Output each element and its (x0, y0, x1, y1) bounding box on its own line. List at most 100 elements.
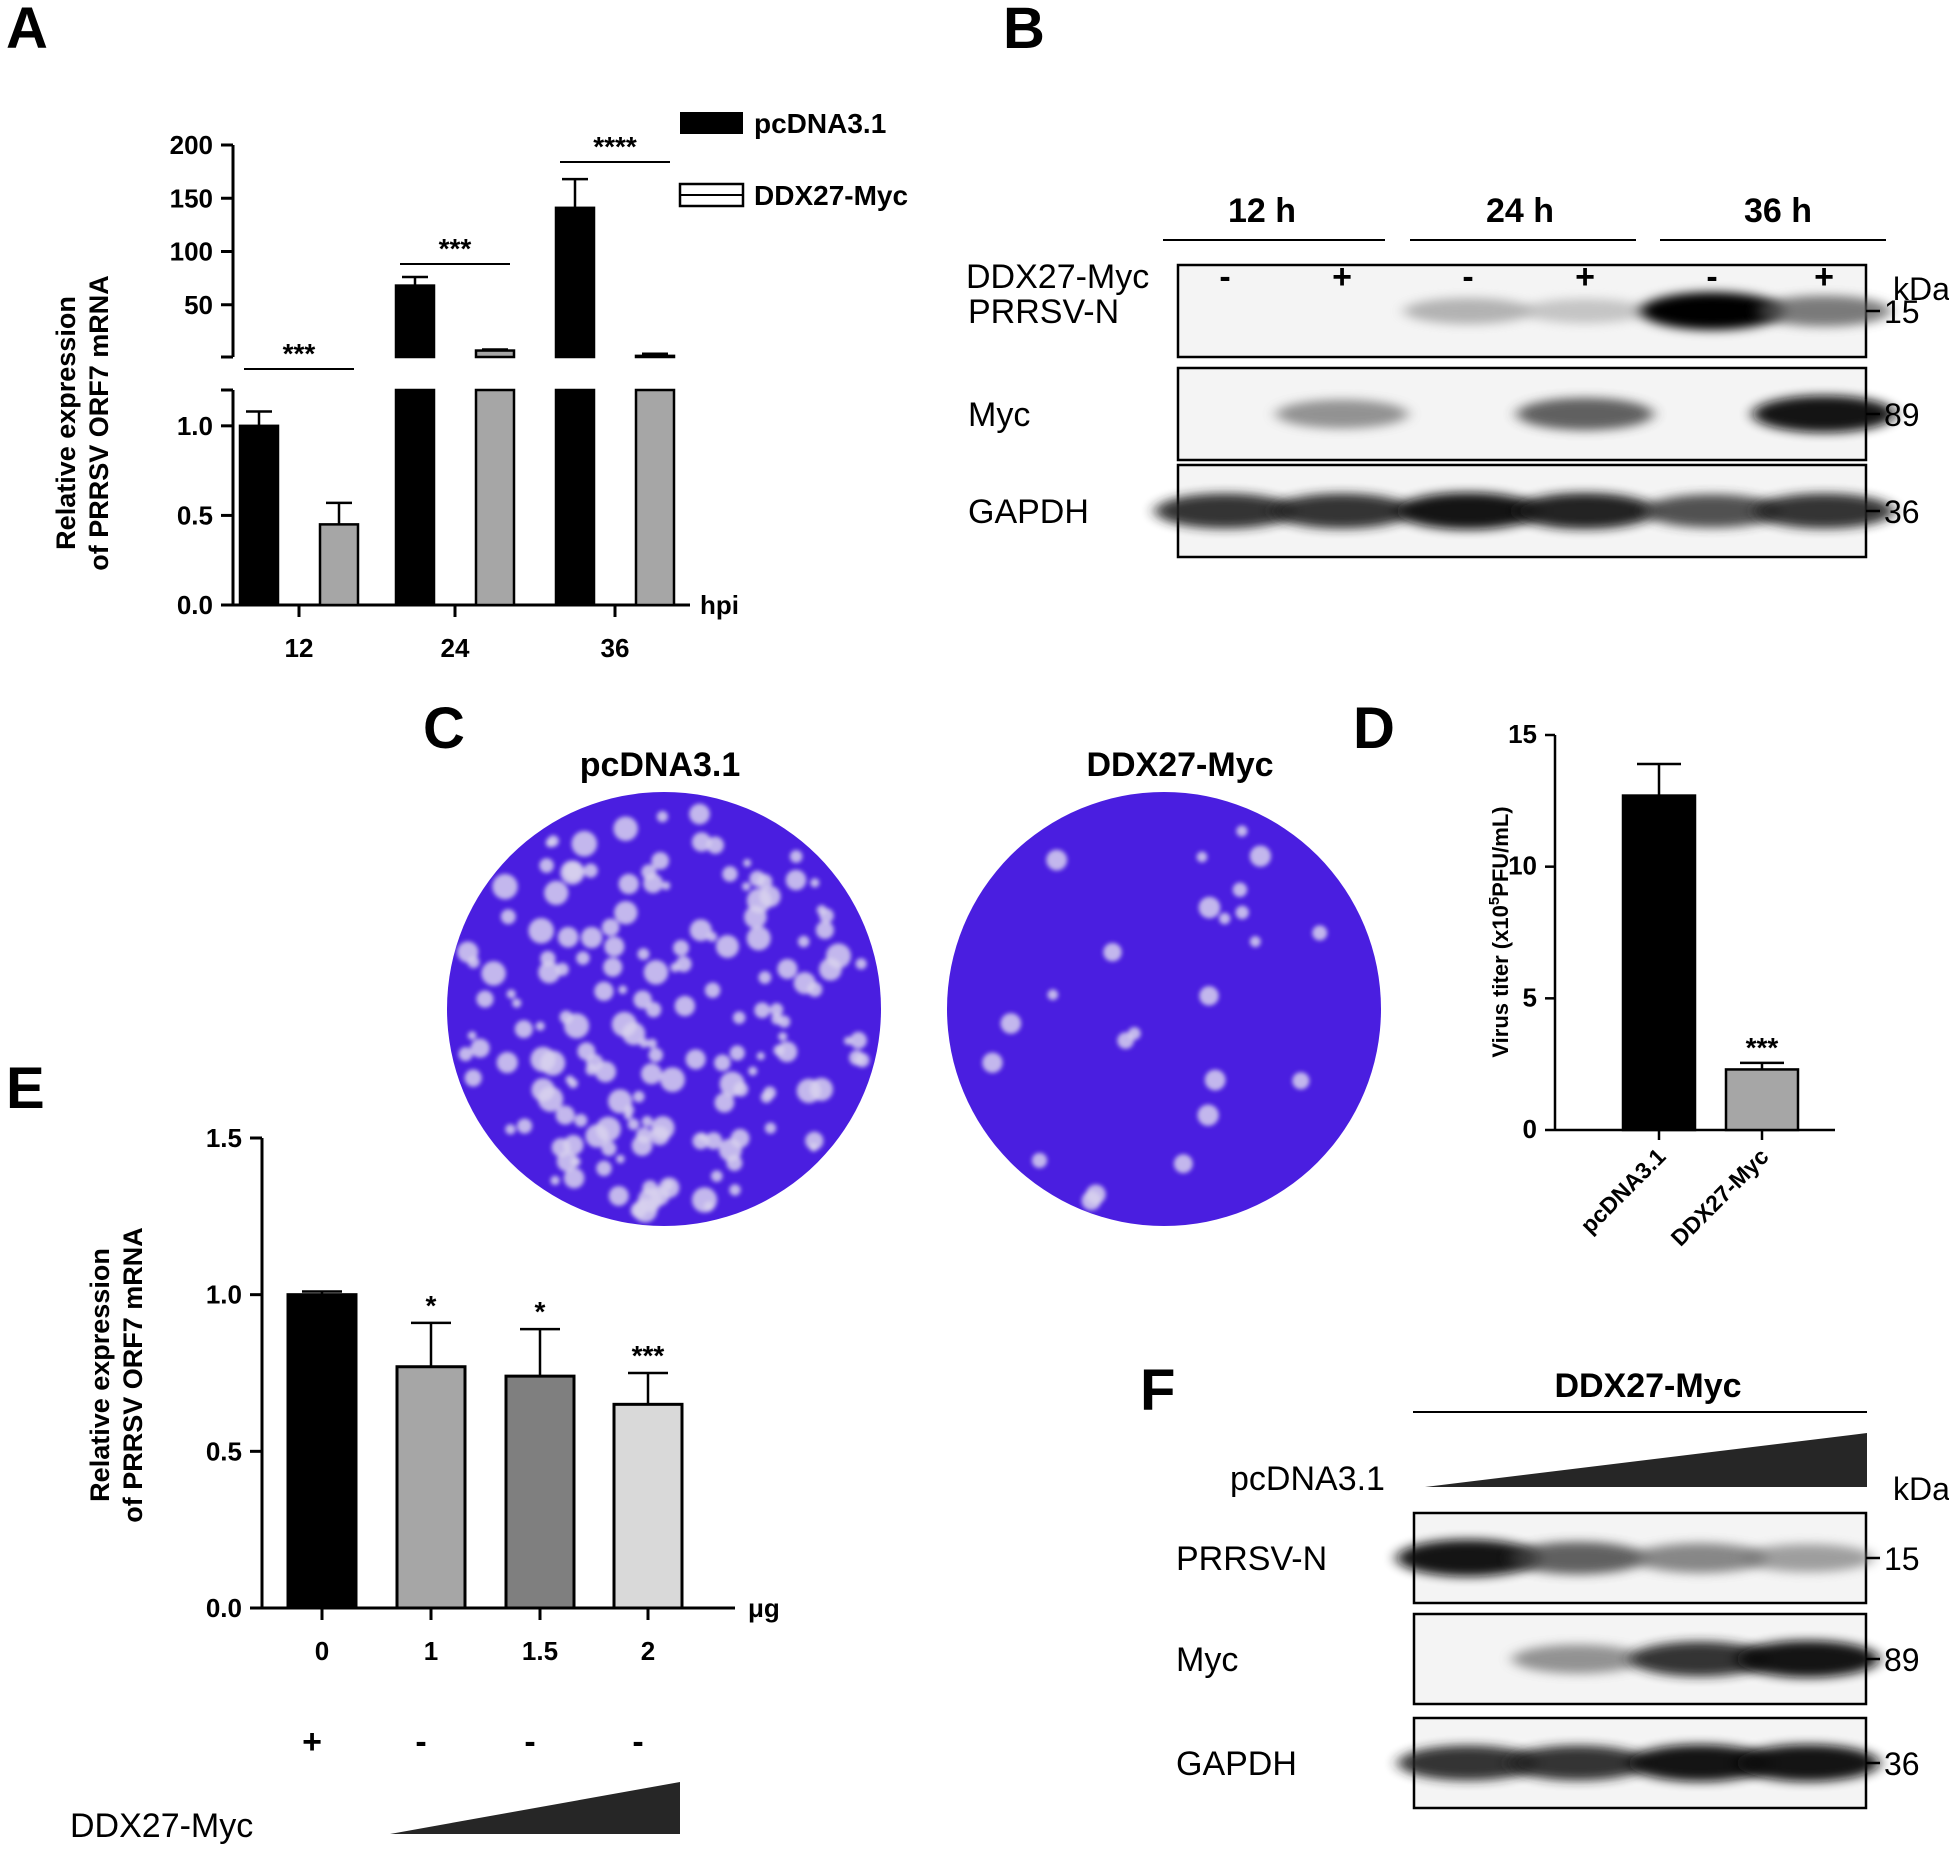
plaque-spot (660, 1067, 685, 1093)
plaque-spot (704, 1132, 723, 1150)
blot-b-row-label: GAPDH (968, 493, 1089, 531)
chart-a-bar (554, 388, 596, 607)
chart-a-bar (474, 388, 516, 607)
plaque-spots-pcdna (457, 803, 870, 1223)
plaque-spot (563, 1013, 590, 1039)
plaque-spot (796, 1078, 822, 1104)
blot-b-band (1640, 292, 1784, 330)
blot-f-band (1633, 1543, 1767, 1573)
plaque-spot (776, 1041, 798, 1063)
chart-d-bar (1724, 1068, 1800, 1132)
blot-b-sign: + (1575, 258, 1595, 296)
blot-b-band (1756, 295, 1892, 327)
chart-d-ytick-label: 15 (1508, 719, 1537, 749)
plaque-spot (627, 1118, 640, 1131)
plaque-spot (1173, 1154, 1193, 1174)
plaque-spot (580, 926, 603, 949)
plaque-spot (516, 1118, 533, 1134)
blot-b-row-label: Myc (968, 396, 1030, 434)
plaque-spot (481, 961, 506, 986)
blot-f-dose-wedge (1425, 1433, 1867, 1487)
panel-label-a: A (6, 0, 48, 61)
chart-d-ylabel: Virus titer (x105PFU/mL) (1486, 806, 1513, 1057)
plaque-spot (729, 1045, 745, 1061)
plaque-spot (703, 1201, 714, 1212)
plaque-spot (789, 850, 803, 863)
plaque-spot (778, 1015, 791, 1028)
plaque-spot (715, 935, 739, 959)
chart-a-bar-upper (394, 284, 436, 359)
plaque-spot (759, 885, 781, 908)
plaque-spot (571, 830, 598, 857)
chart-e-ytick-label: 0.0 (206, 1593, 242, 1623)
plaque-spot (492, 873, 518, 900)
plaque-spot (633, 1090, 645, 1103)
plaque-spot (563, 1134, 584, 1156)
chart-a-bar (394, 388, 436, 607)
chart-a-bar (318, 523, 360, 607)
plaque-spot (608, 1185, 629, 1206)
plaque-label-ddx27: DDX27-Myc (1086, 746, 1273, 784)
plaque-spot (819, 957, 842, 981)
blot-f-band (1396, 1539, 1540, 1577)
chart-a: Relative expression of PRRSV ORF7 mRNA 1… (51, 108, 908, 663)
western-blot-b: 12 h 24 h 36 h DDX27-Myc kDa PRRSV-N 15 My… (966, 192, 1949, 559)
plaque-spot (805, 1131, 824, 1150)
blot-f-band (1509, 1541, 1647, 1575)
plaque-spot (685, 1049, 706, 1070)
plaque-spot (641, 1115, 653, 1127)
plaque-spot (651, 1116, 675, 1140)
chart-a-bar (634, 388, 676, 607)
plaque-spot (528, 917, 554, 944)
blot-b-band (1522, 298, 1648, 324)
chart-a-sig-stars: *** (439, 233, 472, 264)
plaque-spot (704, 982, 721, 998)
plaque-spot (560, 860, 585, 885)
blot-b-band (1514, 492, 1656, 530)
plaque-spot (637, 948, 650, 961)
plaque-spot (849, 1031, 867, 1049)
chart-a-xunit: hpi (700, 590, 739, 620)
blot-f-band (1507, 1745, 1649, 1781)
legend-label-pcdna: pcDNA3.1 (754, 108, 886, 139)
plaque-spot (1103, 942, 1122, 962)
blot-b-band (1154, 493, 1296, 529)
western-blot-f: DDX27-Myc pcDNA3.1 kDa PRRSV-N 15 Myc 89 GAP… (1176, 1367, 1949, 1810)
plaque-spot (757, 873, 773, 890)
plaque-spot (570, 1156, 581, 1167)
plaque-spot (555, 962, 569, 976)
plaque-spot (556, 1151, 578, 1172)
plaque-spot (647, 1038, 657, 1049)
blot-b-sign: + (1332, 258, 1352, 296)
plaque-spot (470, 1038, 490, 1058)
plaque-spot (691, 832, 712, 852)
plaque-spot (594, 981, 614, 1001)
chart-a-ytick-label: 100 (170, 237, 213, 267)
plaque-assay-c: pcDNA3.1 DDX27-Myc (447, 746, 1381, 1226)
plaque-spot (1199, 986, 1219, 1006)
chart-d-xtick-label: pcDNA3.1 (1575, 1143, 1670, 1238)
chart-d: Virus titer (x105PFU/mL) 0 5 10 15 pcDNA3.1D… (1486, 719, 1835, 1251)
plaque-spot (778, 1032, 788, 1042)
plaque-spot (640, 1063, 662, 1085)
blot-b-band (1276, 399, 1408, 429)
plaque-spot (1292, 1072, 1310, 1090)
chart-d-ytick-label: 0 (1523, 1114, 1537, 1144)
plaque-spot (1204, 1069, 1226, 1091)
blot-b-band (1643, 494, 1781, 528)
plaque-spot (710, 1170, 723, 1183)
blot-f-kda: kDa (1893, 1471, 1949, 1507)
plaque-spot (1197, 1104, 1219, 1126)
blot-b-marker-label: 36 (1884, 494, 1920, 530)
plaque-spot (595, 1116, 621, 1142)
chart-e-pcdna-sign: + (302, 1723, 322, 1761)
plaque-spot (661, 881, 671, 890)
plaque-spot (467, 1031, 477, 1040)
panel-label-d: D (1353, 696, 1395, 761)
chart-e-xtick-label: 1.5 (522, 1636, 558, 1666)
chart-a-xlabel-36: 36 (601, 633, 630, 663)
blot-f-band (1736, 1640, 1880, 1678)
panel-label-b: B (1003, 0, 1045, 61)
blot-f-marker-label: 15 (1884, 1541, 1920, 1577)
plaque-spot (540, 950, 556, 967)
